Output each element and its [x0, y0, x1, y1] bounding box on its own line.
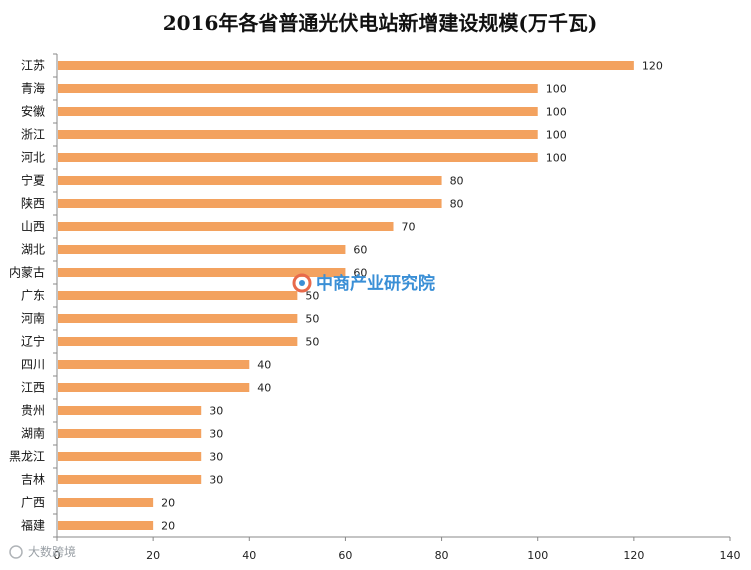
bar	[58, 176, 442, 185]
bar	[58, 268, 346, 277]
data-label: 30	[209, 474, 223, 487]
bar	[58, 84, 538, 93]
data-label: 100	[546, 129, 567, 142]
bar	[58, 337, 298, 346]
data-label: 30	[209, 405, 223, 418]
data-label: 80	[450, 198, 464, 211]
bar	[58, 360, 250, 369]
bar	[58, 498, 154, 507]
data-label: 50	[305, 336, 319, 349]
bar	[58, 61, 634, 70]
x-tick-label: 40	[242, 549, 256, 562]
bar	[58, 153, 538, 162]
category-label: 贵州	[21, 404, 45, 418]
plot-area: 0 20 40 60 80 100 120 140 江苏 120 青海 100 安徽 100 浙江 100 河北…	[9, 53, 741, 562]
category-label: 福建	[21, 518, 45, 533]
category-label: 安徽	[21, 104, 45, 119]
chart-title: 2016年各省普通光伏电站新增建设规模(万千瓦)	[163, 11, 598, 35]
x-tick-label: 20	[146, 549, 160, 562]
category-label: 宁夏	[21, 173, 45, 188]
data-label: 40	[257, 382, 271, 395]
bar	[58, 222, 394, 231]
watermark-text: 中商产业研究院	[316, 273, 435, 294]
category-label: 陕西	[21, 196, 45, 211]
data-label: 50	[305, 290, 319, 303]
bar	[58, 314, 298, 323]
bar	[58, 291, 298, 300]
data-label: 100	[546, 106, 567, 119]
data-label: 100	[546, 152, 567, 165]
data-label: 120	[642, 60, 663, 73]
data-label: 30	[209, 451, 223, 464]
x-tick-label: 60	[338, 549, 352, 562]
x-tick-label: 80	[435, 549, 449, 562]
category-label: 湖南	[21, 426, 45, 441]
category-label: 广东	[21, 289, 45, 303]
category-label: 浙江	[21, 128, 45, 142]
watermark-logo-icon	[292, 273, 312, 293]
data-label: 50	[305, 313, 319, 326]
category-label: 青海	[21, 81, 45, 96]
data-label: 100	[546, 83, 567, 96]
category-label: 河南	[21, 311, 45, 326]
bar	[58, 406, 202, 415]
data-label: 20	[161, 520, 175, 533]
watermark-logo-icon-inner	[299, 280, 305, 286]
data-label: 60	[353, 267, 367, 280]
bar	[58, 383, 250, 392]
category-label: 河北	[21, 151, 45, 165]
corner-watermark-text: 大数跨境	[28, 544, 76, 559]
category-label: 黑龙江	[9, 450, 45, 464]
bar	[58, 245, 346, 254]
category-label: 江西	[21, 381, 45, 395]
data-label: 30	[209, 428, 223, 441]
category-label: 广西	[21, 496, 45, 510]
category-label: 吉林	[21, 473, 45, 487]
bar	[58, 452, 202, 461]
category-label: 四川	[21, 358, 45, 372]
category-label: 山西	[21, 220, 45, 234]
data-label: 80	[450, 175, 464, 188]
bar	[58, 521, 154, 530]
x-tick-label: 100	[527, 549, 548, 562]
category-label: 辽宁	[21, 334, 45, 349]
bar	[58, 107, 538, 116]
watermark: 中商产业研究院	[292, 273, 435, 294]
bar	[58, 475, 202, 484]
bar	[58, 199, 442, 208]
x-tick-label: 120	[623, 549, 644, 562]
corner-watermark-icon	[9, 545, 23, 559]
data-label: 60	[353, 244, 367, 257]
category-label: 江苏	[21, 59, 45, 73]
bar	[58, 429, 202, 438]
category-label: 内蒙古	[9, 265, 45, 280]
data-label: 40	[257, 359, 271, 372]
x-tick-label: 0	[54, 549, 61, 562]
category-label: 湖北	[21, 242, 45, 257]
x-tick-label: 140	[720, 549, 741, 562]
bar	[58, 130, 538, 139]
corner-watermark: 大数跨境	[9, 544, 76, 559]
data-label: 20	[161, 497, 175, 510]
data-label: 70	[402, 221, 416, 234]
